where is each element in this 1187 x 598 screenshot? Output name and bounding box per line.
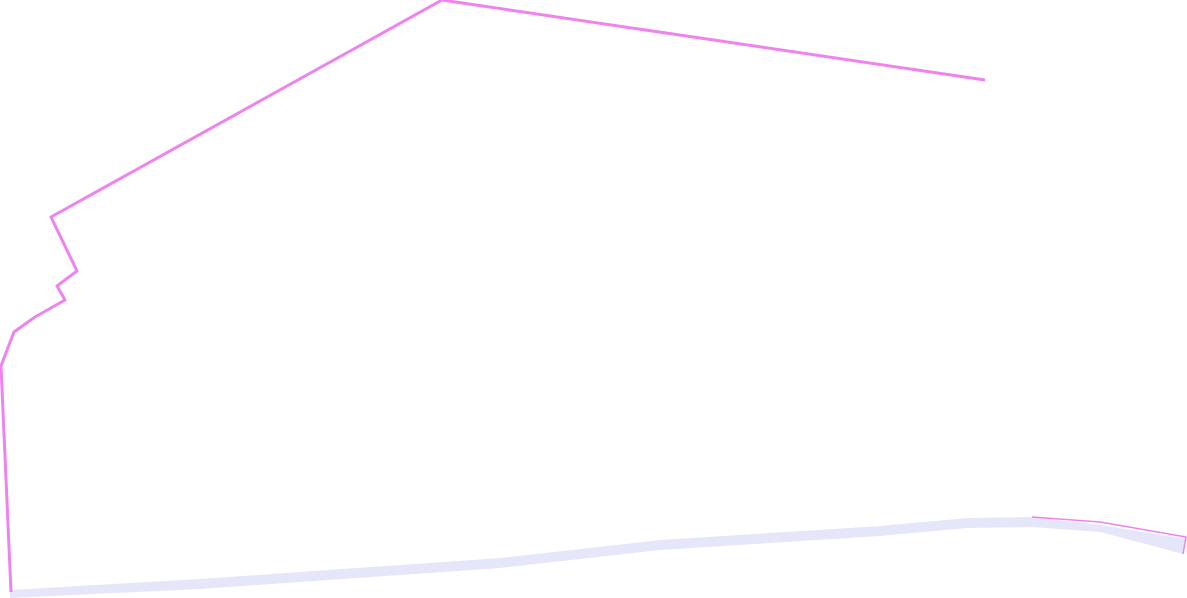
road-band[interactable]	[10, 517, 1186, 598]
boundary-line[interactable]	[0, 0, 986, 593]
road-edge-line	[1031, 516, 1187, 555]
